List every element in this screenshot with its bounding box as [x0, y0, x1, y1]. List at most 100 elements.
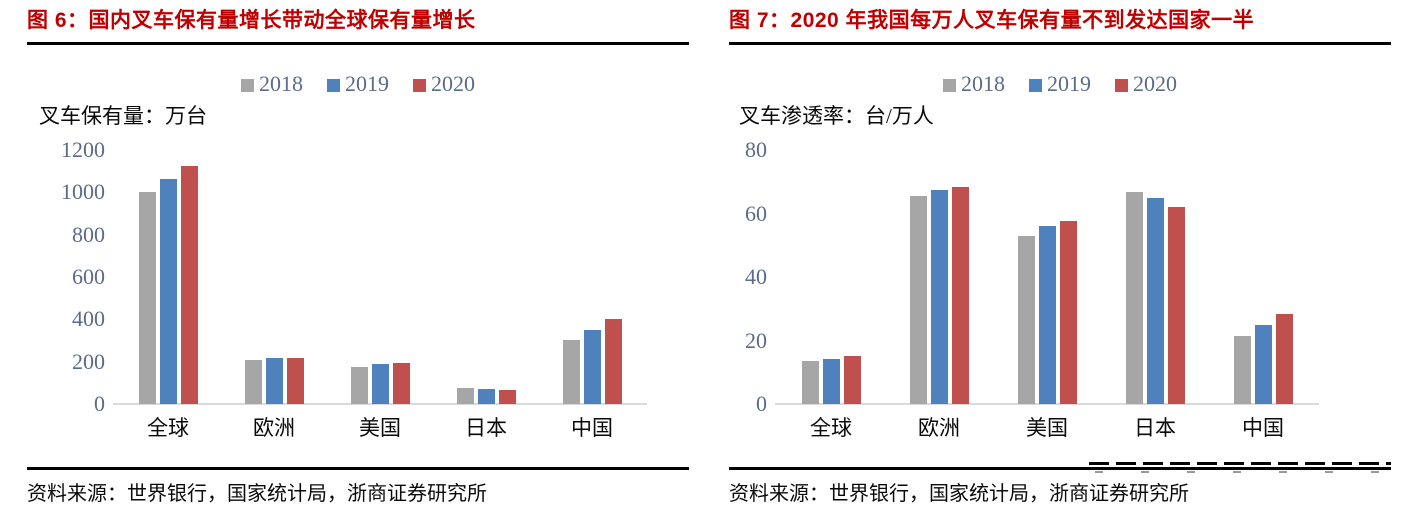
legend-swatch-2019-icon	[1029, 78, 1042, 92]
legend-item: 2020	[1115, 71, 1177, 97]
bar-group-日本	[456, 388, 516, 404]
category-label: 美国	[359, 416, 401, 440]
bar-2018	[909, 196, 927, 404]
y-tick-label: 60	[745, 201, 767, 226]
legend-swatch-2020-icon	[1115, 78, 1128, 92]
bar-2019	[265, 358, 283, 404]
bar-2020	[180, 166, 198, 404]
figure-6-bar-chart: 2018 2019 2020 叉车保有量：万台 0 200 400 600 800 1000 1…	[27, 45, 689, 447]
bar-2018	[562, 340, 580, 404]
legend-item: 2018	[943, 71, 1005, 97]
figure-7-bar-chart: 2018 2019 2020 叉车渗透率：台/万人 0 20 40 60 80 全球 欧洲 美国…	[729, 45, 1391, 447]
category-label: 美国	[1026, 416, 1068, 440]
bar-2018	[801, 361, 819, 404]
legend-label: 2018	[961, 71, 1005, 96]
bar-2018	[1017, 236, 1035, 404]
bar-2020	[1167, 207, 1185, 404]
legend-label: 2020	[431, 71, 475, 96]
plot-area	[777, 150, 1317, 404]
bar-2018	[1125, 192, 1143, 404]
y-tick-label: 600	[72, 264, 105, 289]
y-tick-label: 20	[745, 328, 767, 353]
legend-swatch-2020-icon	[413, 78, 426, 92]
y-tick-label: 80	[745, 137, 767, 162]
figure-7: 图 7：2020 年我国每万人叉车保有量不到发达国家一半 2018 2019 202…	[729, 8, 1391, 508]
bar-2018	[456, 388, 474, 404]
source-text: 资料来源：世界银行，国家统计局，浙商证券研究所	[27, 483, 487, 505]
bar-2019	[1146, 198, 1164, 404]
bar-2019	[1254, 325, 1272, 404]
category-label: 欧洲	[253, 416, 295, 440]
legend-swatch-2019-icon	[327, 78, 340, 92]
category-label: 日本	[465, 416, 507, 440]
bar-group-欧洲	[909, 187, 969, 404]
bar-2019	[583, 330, 601, 404]
bar-2020	[843, 356, 861, 404]
bar-2018	[138, 192, 156, 404]
category-labels: 全球 欧洲 美国 日本 中国	[115, 415, 645, 441]
axis-unit-label: 叉车保有量：万台	[39, 104, 207, 128]
bar-2018	[1233, 336, 1251, 404]
y-tick-label: 200	[72, 349, 105, 374]
legend-item: 2019	[327, 71, 389, 97]
category-labels: 全球 欧洲 美国 日本 中国	[777, 415, 1317, 441]
category-label: 欧洲	[918, 416, 960, 440]
bar-2020	[498, 390, 516, 404]
legend-label: 2020	[1133, 71, 1177, 96]
bar-group-全球	[801, 356, 861, 404]
legend-label: 2019	[345, 71, 389, 96]
x-axis-line	[775, 403, 1319, 405]
y-tick-label: 0	[756, 391, 767, 416]
y-tick-label: 40	[745, 264, 767, 289]
legend-item: 2018	[241, 71, 303, 97]
source-divider-rule	[729, 462, 1391, 473]
category-label: 日本	[1134, 416, 1176, 440]
plot-area	[115, 150, 645, 404]
y-tick-label: 400	[72, 306, 105, 331]
bar-2019	[371, 364, 389, 404]
source-divider-rule	[27, 467, 689, 470]
bar-group-美国	[350, 363, 410, 404]
bar-group-中国	[562, 319, 622, 404]
figure-6-title-rule	[27, 42, 689, 45]
figure-7-title-rule	[729, 42, 1391, 45]
bar-2019	[1038, 226, 1056, 404]
category-label: 中国	[1242, 416, 1284, 440]
rule-noise-artifact	[1089, 462, 1391, 473]
figure-6-title: 图 6：国内叉车保有量增长带动全球保有量增长	[27, 9, 476, 32]
y-tick-label: 0	[94, 391, 105, 416]
bar-group-中国	[1233, 314, 1293, 404]
figure-7-title: 图 7：2020 年我国每万人叉车保有量不到发达国家一半	[729, 9, 1255, 32]
axis-unit-label: 叉车渗透率：台/万人	[739, 104, 934, 128]
bar-2020	[1059, 221, 1077, 404]
y-axis-ticks: 0 200 400 600 800 1000 1200	[27, 45, 111, 447]
legend-label: 2019	[1047, 71, 1091, 96]
category-label: 中国	[571, 416, 613, 440]
bar-2019	[159, 179, 177, 404]
bar-2019	[930, 190, 948, 404]
legend-swatch-2018-icon	[241, 78, 254, 92]
bar-group-美国	[1017, 221, 1077, 404]
source-text: 资料来源：世界银行，国家统计局，浙商证券研究所	[729, 483, 1189, 505]
bar-2020	[1275, 314, 1293, 404]
category-label: 全球	[147, 416, 189, 440]
legend-item: 2019	[1029, 71, 1091, 97]
bar-2020	[392, 363, 410, 404]
bar-2018	[350, 367, 368, 404]
bar-group-全球	[138, 166, 198, 404]
bar-2020	[286, 358, 304, 404]
legend-label: 2018	[259, 71, 303, 96]
bar-2018	[244, 360, 262, 404]
y-tick-label: 1000	[61, 179, 105, 204]
category-label: 全球	[810, 416, 852, 440]
y-tick-label: 1200	[61, 137, 105, 162]
figure-6: 图 6：国内叉车保有量增长带动全球保有量增长 2018 2019 2020 叉车保有…	[27, 8, 689, 508]
legend: 2018 2019 2020	[729, 71, 1391, 97]
bar-2020	[951, 187, 969, 404]
legend-swatch-2018-icon	[943, 78, 956, 92]
bar-group-欧洲	[244, 358, 304, 404]
bar-2020	[604, 319, 622, 404]
legend-item: 2020	[413, 71, 475, 97]
legend: 2018 2019 2020	[27, 71, 689, 97]
bar-2019	[477, 389, 495, 404]
